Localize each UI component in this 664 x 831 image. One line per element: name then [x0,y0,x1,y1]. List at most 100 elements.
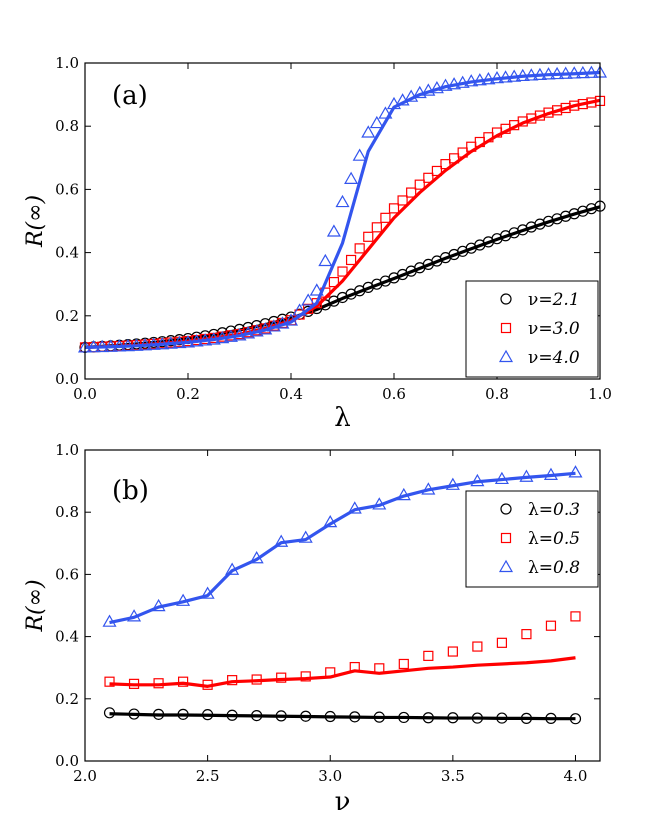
series-line [109,656,576,688]
series-circle [103,707,582,725]
legend-entry: λ=0.5 [528,529,580,549]
data-point [206,332,221,345]
legend: λ=0.3 λ=0.5 λ= 0.8 [465,490,599,588]
data-point [152,708,165,720]
x-tick-label: 2.5 [196,767,220,785]
data-point [541,67,556,80]
data-point [303,303,314,314]
data-point [215,330,230,344]
data-point [429,80,444,94]
data-point [520,712,533,724]
data-point [398,711,410,724]
data-point [153,678,164,689]
legend-entry: ν=4.0 [528,348,580,368]
data-point [498,70,513,83]
legend-marker [498,349,514,363]
data-point [354,243,365,254]
data-point [241,326,256,339]
data-point [560,210,572,222]
legend-entry-value: 4.0 [552,348,580,368]
data-point [177,676,189,687]
legend-entry-prefix: λ= [528,500,553,520]
y-tick-label: 1.0 [55,54,79,72]
data-point [471,712,483,724]
data-point [521,629,532,640]
x-tick-label: 0.6 [382,385,406,403]
series-line [84,205,601,349]
y-tick-label: 0.4 [55,628,79,646]
legend-entry-value: 2.1 [552,290,580,310]
legend-box [465,280,599,378]
data-point [371,222,382,233]
data-point [575,65,590,79]
data-point [337,266,348,277]
data-point [584,65,599,78]
data-point [325,667,336,678]
data-point [568,208,580,220]
data-point [577,205,589,217]
data-point [445,477,460,490]
data-point [489,70,505,84]
y-tick-label: 0.8 [55,503,79,521]
legend-entry: λ=0.3 [528,500,580,520]
data-point [274,534,289,547]
data-point [345,254,357,266]
data-point [406,187,417,198]
legend-entry-value: 0.8 [553,558,580,578]
x-tick-label: 4.0 [564,767,588,785]
data-point [422,712,434,724]
data-point [396,487,411,501]
x-axis-label: ν [335,787,351,817]
y-axis-label: R(∞) [23,195,48,248]
y-tick-label: 0.2 [55,690,79,708]
data-point [102,614,117,627]
data-point [309,283,324,296]
data-point [380,212,391,223]
legend-marker [498,559,514,573]
data-point [440,159,451,170]
series-triangle [77,65,608,353]
plot-frame [84,62,601,380]
data-point [120,338,135,352]
data-point [251,709,263,722]
data-point [202,679,213,690]
x-tick-label: 0.4 [279,385,303,403]
y-tick-label: 0.6 [55,565,79,583]
legend-entry-prefix: ν= [528,290,553,310]
y-tick-label: 0.8 [55,117,79,135]
data-point [251,674,262,685]
data-point [431,165,443,177]
data-point [344,171,359,184]
legend-entry-value: 3.0 [553,319,580,339]
chart-panel-a: 0.0 0.2 0.4 0.6 0.8 1.0 0.0 0.2 0.4 0.6 0.8 1.0 (a) λ… [23,54,612,433]
legend-entry-prefix: ν= [528,348,553,368]
data-point [300,710,312,722]
legend-marker [500,503,512,515]
data-point [95,339,110,353]
data-point [455,75,470,88]
data-point [276,672,287,683]
data-point [249,551,264,564]
data-point [347,501,362,514]
data-point [138,338,153,351]
data-point [249,324,264,337]
data-point [177,708,189,720]
data-point [112,339,127,352]
data-point [515,68,530,82]
data-point [275,710,287,722]
data-point [496,712,508,724]
data-point [507,69,522,82]
y-tick-label: 1.0 [55,441,79,459]
data-point [324,710,336,723]
legend-entry-value: 0.5 [553,529,580,549]
data-point [369,115,384,129]
data-point [226,709,238,721]
data-point [258,322,273,335]
data-point [470,473,485,487]
data-point [202,709,214,721]
data-point [397,195,408,206]
data-point [146,337,161,350]
legend-box [465,490,599,588]
x-tick-label: 0.0 [73,385,97,403]
